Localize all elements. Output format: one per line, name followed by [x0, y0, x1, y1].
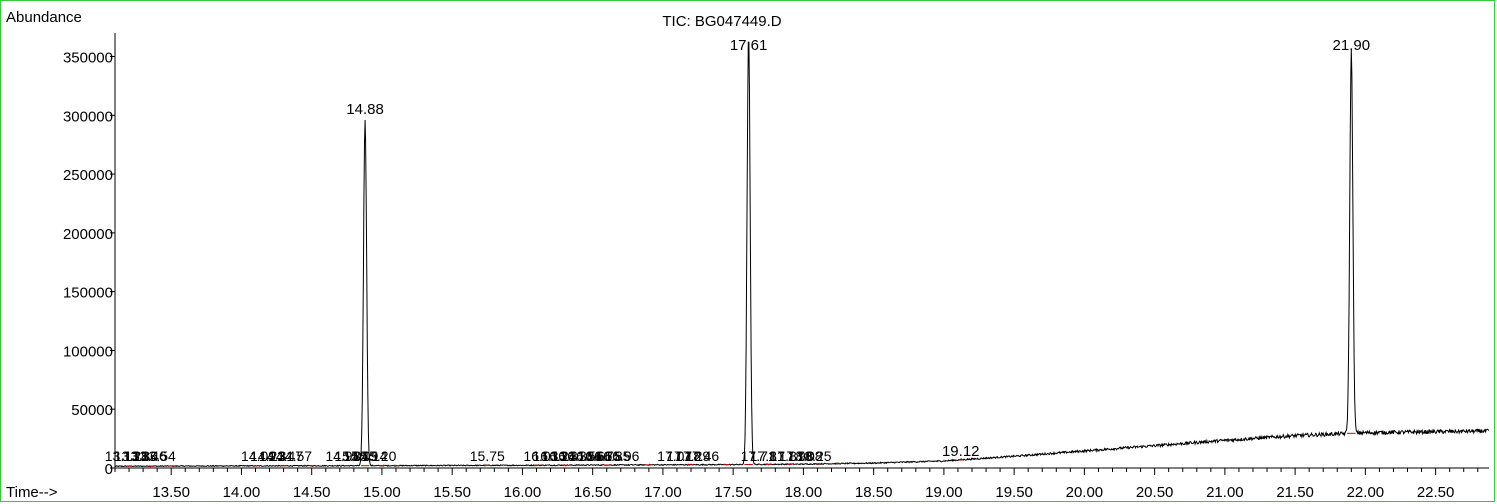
- y-tick-label: 250000: [63, 167, 113, 184]
- x-tick-label: 17.00: [644, 484, 682, 501]
- x-tick-label: 13.50: [152, 484, 190, 501]
- small-peak-label: 16.13: [532, 448, 567, 464]
- axes-group: [114, 33, 1489, 469]
- small-peak-label: 14.31: [259, 448, 294, 464]
- x-tick-label: 19.00: [925, 484, 963, 501]
- x-tick-label: 15.00: [363, 484, 401, 501]
- x-tick-label: 20.00: [1066, 484, 1104, 501]
- y-axis-title: Abundance: [6, 9, 82, 26]
- x-tick-label: 21.50: [1276, 484, 1314, 501]
- small-peak-label: 14.23: [250, 448, 285, 464]
- small-peak-label: 16.31: [550, 448, 585, 464]
- small-peak-label: 17.29: [675, 448, 710, 464]
- x-tick-label: 16.00: [504, 484, 542, 501]
- small-peak-label: 16.38: [559, 448, 594, 464]
- small-peak-label: 16.24: [541, 448, 576, 464]
- small-peak-label: 17.81: [750, 448, 785, 464]
- chart-title: TIC: BG047449.D: [662, 13, 781, 30]
- peak-marks-group: [126, 432, 1356, 467]
- small-peak-label: 16.96: [604, 448, 639, 464]
- x-tick-label: 19.50: [995, 484, 1033, 501]
- small-peak-label: 16.03: [523, 448, 558, 464]
- x-tick-label: 15.50: [433, 484, 471, 501]
- small-peak-label: 13.28: [114, 448, 149, 464]
- small-peak-label: 17.18: [666, 448, 701, 464]
- peak-label: 14.88: [346, 101, 384, 118]
- small-peak-label: 16.85: [595, 448, 630, 464]
- x-tick-label: 17.50: [714, 484, 752, 501]
- small-peak-label: 17.71: [741, 448, 776, 464]
- small-peak-label: 14.57: [277, 448, 312, 464]
- y-tick-label: 150000: [63, 285, 113, 302]
- small-peak-label: 18.25: [797, 448, 832, 464]
- small-peak-label: 16.66: [577, 448, 612, 464]
- y-tick-label: 350000: [63, 50, 113, 67]
- small-peak-label: 13.54: [141, 448, 176, 464]
- y-tick-label: 300000: [63, 108, 113, 125]
- small-peak-label: 17.87: [770, 448, 805, 464]
- peak-labels-group: 14.88 17.61 21.90 19.12 13.1313.2813.3613.46…: [105, 37, 1370, 464]
- small-peak-label: 16.56: [568, 448, 603, 464]
- small-peak-label: 15.04: [334, 448, 369, 464]
- x-tick-label: 18.00: [785, 484, 823, 501]
- peak-label: 17.61: [730, 37, 768, 54]
- small-peak-label: 14.09: [241, 448, 276, 464]
- y-tick-label: 0: [105, 461, 113, 478]
- small-peak-label: 15.20: [361, 448, 396, 464]
- tic-signal-line: [114, 41, 1490, 468]
- x-axis-title: Time-->: [6, 484, 58, 501]
- y-tick-label: 100000: [63, 343, 113, 360]
- small-peak-label: 17.46: [684, 448, 719, 464]
- small-peak-label: 16.75: [586, 448, 621, 464]
- small-peak-label: 17.07: [657, 448, 692, 464]
- small-peak-label: 14.98: [325, 448, 360, 464]
- small-peak-label: 13.13: [105, 448, 140, 464]
- x-tick-label: 16.50: [574, 484, 612, 501]
- x-tick-label: 21.00: [1206, 484, 1244, 501]
- x-tick-label: 14.00: [223, 484, 261, 501]
- x-tick-label: 22.00: [1347, 484, 1385, 501]
- peak-label: 21.90: [1333, 37, 1371, 54]
- small-peak-label: 15.09: [343, 448, 378, 464]
- small-peak-label: 14.47: [268, 448, 303, 464]
- y-tick-label: 200000: [63, 226, 113, 243]
- x-tick-label: 14.50: [293, 484, 331, 501]
- x-tick-label: 20.50: [1136, 484, 1174, 501]
- x-ticks-group: 13.50 14.00 14.50 15.00 15.50 16.00 16.50 17.00…: [114, 468, 1479, 501]
- x-tick-label: 22.50: [1417, 484, 1455, 501]
- small-peak-label: 15.14: [352, 448, 387, 464]
- x-tick-label: 18.50: [855, 484, 893, 501]
- small-peak-label: 18.08: [788, 448, 823, 464]
- y-tick-label: 50000: [71, 402, 113, 419]
- small-peak-label: 17.98: [779, 448, 814, 464]
- peak-label: 19.12: [942, 443, 980, 460]
- small-peak-label: 13.46: [132, 448, 167, 464]
- small-peak-label: 13.36: [123, 448, 158, 464]
- small-peak-label: 15.75: [470, 448, 505, 464]
- y-ticks-group: 0 50000 100000 150000 200000 250000 300000 3500…: [63, 50, 115, 478]
